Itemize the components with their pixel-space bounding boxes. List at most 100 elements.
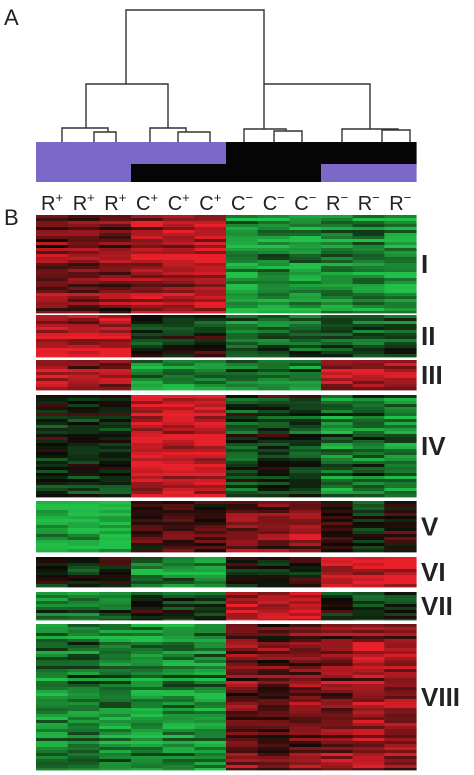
heatmap-cell (99, 230, 132, 234)
heatmap-cell (162, 401, 195, 405)
heatmap-cell (194, 296, 227, 300)
column-label: C− (231, 190, 253, 215)
heatmap-cell (257, 419, 290, 423)
annotation-cell (67, 164, 100, 182)
heatmap-cell (289, 224, 322, 228)
heatmap-cell (321, 678, 354, 682)
heatmap-cell (321, 227, 354, 231)
heatmap-cell (321, 419, 354, 423)
heatmap-cell (67, 227, 100, 231)
heatmap-cell (131, 378, 164, 382)
heatmap-cell (194, 251, 227, 255)
heatmap-cell (289, 269, 322, 273)
heatmap-cell (162, 714, 195, 718)
heatmap-cell (321, 281, 354, 285)
heatmap-cell (289, 543, 322, 547)
heatmap-cell (36, 275, 69, 279)
heatmap-cell (36, 470, 69, 474)
heatmap-cell (289, 467, 322, 471)
heatmap-cell (67, 711, 100, 715)
heatmap-cell (131, 257, 164, 261)
heatmap-cell (194, 714, 227, 718)
heatmap-cell (289, 437, 322, 441)
heatmap-cell (131, 491, 164, 495)
cluster-block (36, 315, 417, 358)
heatmap-cell (99, 360, 132, 364)
heatmap-cell (257, 726, 290, 730)
heatmap-cell (67, 672, 100, 676)
heatmap-cell (257, 690, 290, 694)
heatmap-cell (384, 504, 417, 508)
heatmap-cell (99, 723, 132, 727)
heatmap-cell (352, 345, 385, 349)
heatmap-cell (67, 549, 100, 553)
heatmap-cell (226, 672, 259, 676)
heatmap-cell (226, 464, 259, 468)
heatmap-cell (352, 248, 385, 252)
heatmap-cell (321, 592, 354, 596)
heatmap-cell (131, 476, 164, 480)
heatmap-cell (67, 482, 100, 486)
heatmap-cell (321, 327, 354, 331)
heatmap-cell (257, 519, 290, 523)
heatmap-cell (67, 461, 100, 465)
heatmap-cell (352, 378, 385, 382)
heatmap-cell (131, 675, 164, 679)
heatmap-cell (194, 491, 227, 495)
heatmap-cell (36, 711, 69, 715)
heatmap-cell (131, 260, 164, 264)
heatmap-cell (289, 372, 322, 376)
heatmap-cell (99, 437, 132, 441)
heatmap-cell (67, 531, 100, 535)
heatmap-cell (289, 595, 322, 599)
heatmap-cell (36, 672, 69, 676)
heatmap-cell (226, 398, 259, 402)
heatmap-cell (352, 726, 385, 730)
heatmap-cell (384, 654, 417, 658)
heatmap-cell (384, 648, 417, 652)
heatmap-cell (131, 702, 164, 706)
heatmap-cell (226, 387, 259, 391)
heatmap-cell (226, 284, 259, 288)
heatmap-cell (162, 327, 195, 331)
heatmap-cell (194, 375, 227, 379)
heatmap-cell (131, 384, 164, 388)
heatmap-cell (384, 624, 417, 628)
heatmap-cell (289, 324, 322, 328)
heatmap-cell (384, 218, 417, 222)
heatmap-cell (162, 575, 195, 579)
heatmap-cell (99, 630, 132, 634)
heatmap-cell (36, 236, 69, 240)
heatmap-cell (99, 299, 132, 303)
heatmap-cell (321, 330, 354, 334)
heatmap-cell (162, 339, 195, 343)
heatmap-cell (99, 311, 132, 314)
heatmap-cell (67, 750, 100, 754)
heatmap-cell (226, 470, 259, 474)
heatmap-cell (36, 705, 69, 709)
heatmap-cell (226, 296, 259, 300)
heatmap-cell (257, 702, 290, 706)
heatmap-cell (162, 425, 195, 429)
heatmap-cell (289, 308, 322, 312)
heatmap-cell (99, 425, 132, 429)
heatmap-cell (162, 693, 195, 697)
heatmap-cell (384, 416, 417, 420)
heatmap-cell (36, 266, 69, 270)
heatmap-cell (131, 726, 164, 730)
heatmap-cell (321, 549, 354, 553)
heatmap-cell (257, 750, 290, 754)
heatmap-cell (99, 248, 132, 252)
heatmap-cell (289, 251, 322, 255)
heatmap-cell (321, 233, 354, 237)
heatmap-cell (99, 560, 132, 564)
heatmap-cell (257, 266, 290, 270)
heatmap-cell (162, 233, 195, 237)
heatmap-cell (36, 224, 69, 228)
heatmap-cell (352, 510, 385, 514)
heatmap-cell (384, 269, 417, 273)
heatmap-cell (352, 720, 385, 724)
heatmap-cell (257, 723, 290, 727)
heatmap-cell (194, 750, 227, 754)
heatmap-cell (194, 398, 227, 402)
